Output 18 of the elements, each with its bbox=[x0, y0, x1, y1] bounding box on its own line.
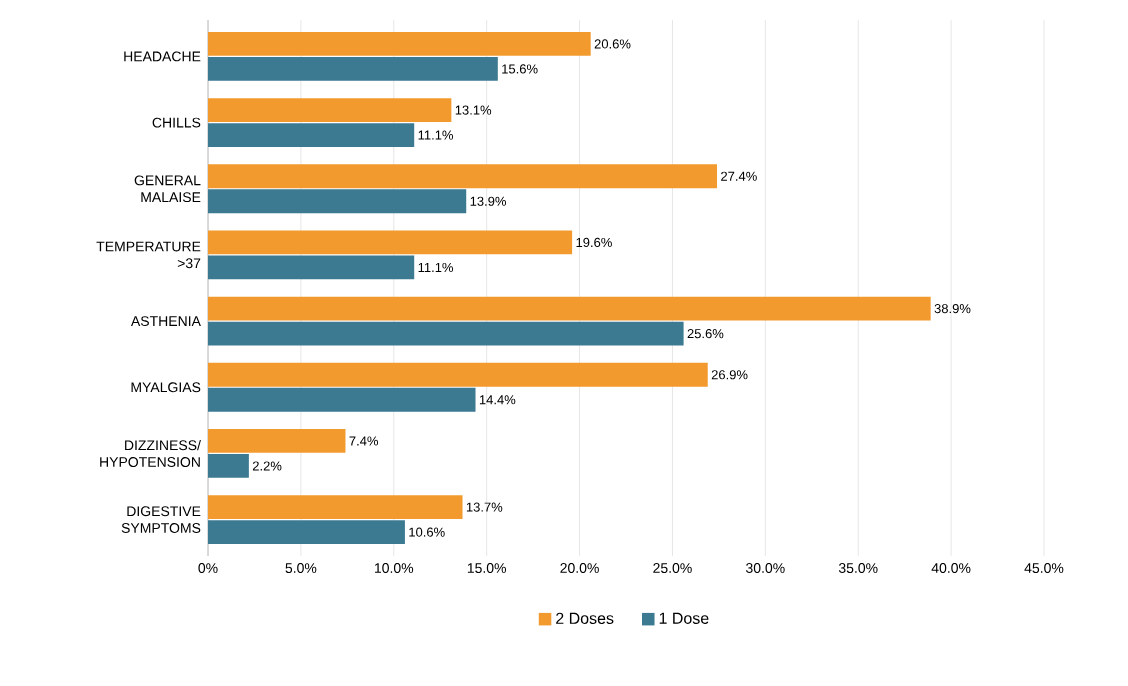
bar bbox=[208, 495, 463, 520]
bar bbox=[208, 31, 591, 56]
bar bbox=[208, 164, 718, 189]
bar bbox=[208, 429, 346, 453]
bar bbox=[208, 255, 415, 280]
legend-label: 2 Doses bbox=[556, 612, 614, 624]
bar bbox=[208, 296, 931, 321]
bar bbox=[208, 57, 498, 81]
bar bbox=[208, 123, 415, 147]
bar bbox=[208, 454, 249, 478]
bar bbox=[208, 98, 452, 122]
bar bbox=[208, 387, 476, 412]
bar bbox=[208, 321, 684, 346]
bar bbox=[208, 362, 708, 387]
bar bbox=[208, 520, 405, 545]
legend-label: 1 Dose bbox=[659, 612, 709, 624]
bar bbox=[208, 189, 467, 214]
bar bbox=[208, 230, 573, 255]
